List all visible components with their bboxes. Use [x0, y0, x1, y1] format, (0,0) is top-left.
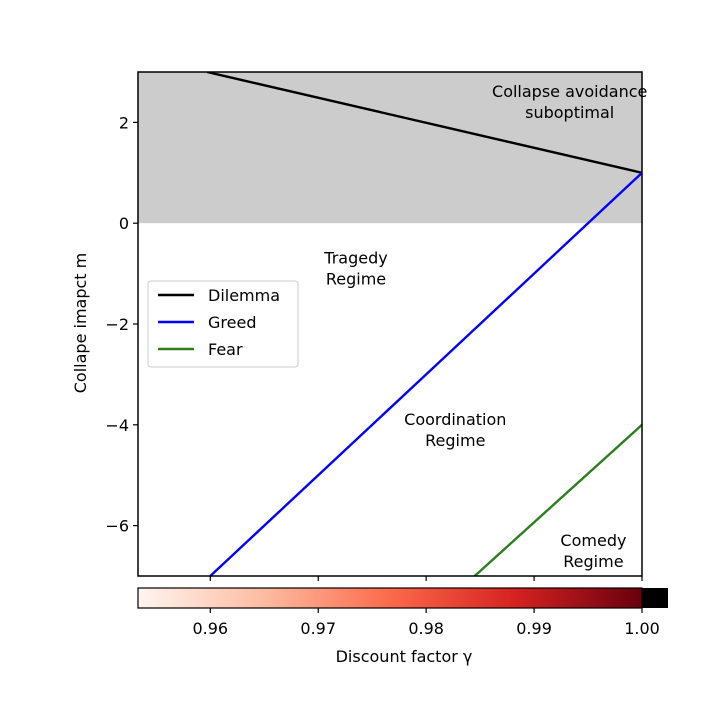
colorbar-gradient — [138, 588, 642, 608]
series-group — [206, 72, 642, 576]
annotation-2: Coordination Regime — [404, 410, 506, 450]
y-tick-label: −4 — [105, 416, 129, 435]
colorbar-frame — [137, 587, 643, 609]
legend-label-dilemma: Dilemma — [208, 286, 280, 305]
x-axis — [209, 576, 643, 581]
colorbar-tick-label: 1.00 — [624, 619, 660, 638]
annotation-line: suboptimal — [525, 103, 614, 122]
y-tick-label: −2 — [105, 315, 129, 334]
legend-label-greed: Greed — [208, 313, 256, 332]
colorbar-tick-label: 0.99 — [516, 619, 552, 638]
colorbar-tick-label: 0.97 — [300, 619, 336, 638]
series-line-greed — [209, 171, 642, 576]
annotation-line: Tragedy — [323, 249, 387, 268]
annotation-line: Collapse avoidance — [492, 82, 647, 101]
annotation-3: Comedy Regime — [560, 531, 626, 571]
y-axis-label: Collape imapct m — [71, 253, 90, 393]
annotation-line: Regime — [425, 431, 485, 450]
legend-box — [147, 280, 299, 368]
y-tick-label: 2 — [119, 113, 129, 132]
plot-area — [137, 71, 643, 577]
annotation-0: Collapse avoidance suboptimal — [492, 82, 647, 122]
y-axis: 2 0 −2 −4 −6 — [105, 113, 138, 536]
y-tick-label: −6 — [105, 517, 129, 536]
annotation-1: Tragedy Regime — [323, 249, 387, 289]
shaded-region — [138, 72, 642, 224]
annotation-line: Coordination — [404, 410, 506, 429]
legend-label-fear: Fear — [208, 340, 243, 359]
colorbar: 0.96 0.97 0.98 0.99 1.00 — [137, 587, 668, 638]
colorbar-tick-label: 0.98 — [408, 619, 444, 638]
annotation-line: Regime — [563, 552, 623, 571]
legend: Dilemma Greed Fear — [147, 280, 299, 368]
series-line-fear — [473, 423, 642, 576]
colorbar-extension — [642, 588, 668, 608]
series-line-dilemma — [206, 72, 642, 174]
annotations: Collapse avoidance suboptimal Tragedy Regim… — [323, 82, 647, 571]
colorbar-tick-label: 0.96 — [192, 619, 228, 638]
annotation-line: Comedy — [560, 531, 626, 550]
y-tick-label: 0 — [119, 214, 129, 233]
colorbar-label: Discount factor γ — [336, 647, 473, 666]
annotation-line: Regime — [326, 270, 386, 289]
